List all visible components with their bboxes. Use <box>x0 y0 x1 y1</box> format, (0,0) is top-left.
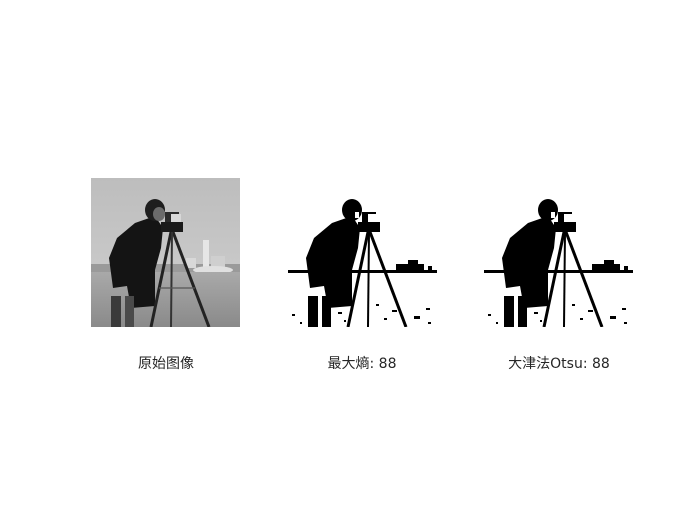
original-image <box>91 178 240 327</box>
max-entropy-image <box>288 178 437 327</box>
otsu-image <box>484 178 633 327</box>
otsu-caption: 大津法Otsu: 88 <box>508 356 610 372</box>
max-entropy-caption: 最大熵: 88 <box>327 356 397 372</box>
original-image-caption: 原始图像 <box>138 356 194 372</box>
